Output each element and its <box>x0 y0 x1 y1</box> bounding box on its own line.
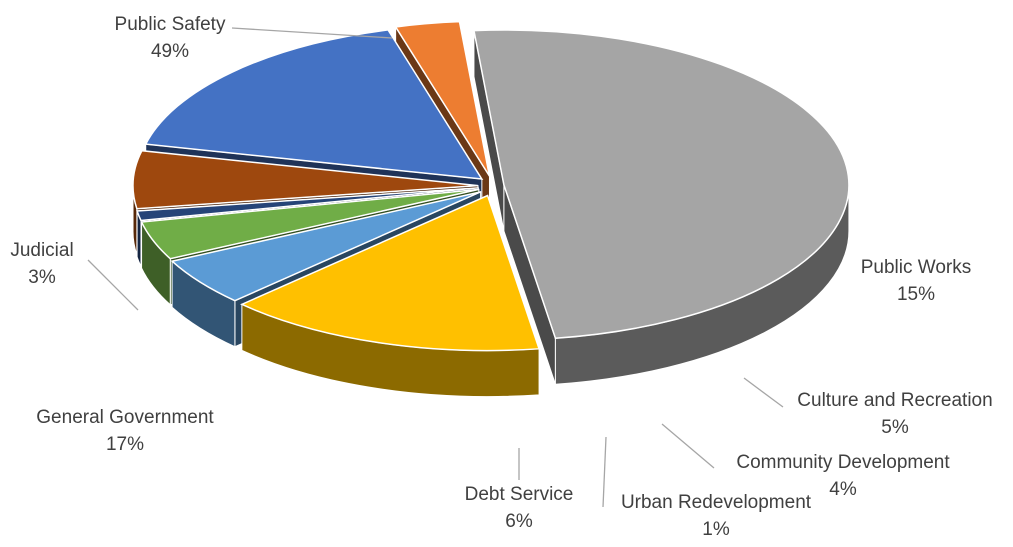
slice-value-public-safety: 49% <box>151 41 189 62</box>
leader-line-urban-redevelopment <box>602 436 607 508</box>
leader-line-public-safety <box>231 27 393 39</box>
slice-value-general-government: 17% <box>106 434 144 455</box>
slice-label-general-government: General Government <box>36 407 214 428</box>
leader-line-community-development <box>661 423 715 469</box>
slice-label-public-works: Public Works <box>861 257 972 278</box>
slice-label-debt-service: Debt Service <box>465 484 574 505</box>
slice-culture-and-recreation[interactable] <box>170 191 481 302</box>
slice-label-culture-and-recreation: Culture and Recreation <box>797 390 992 411</box>
slice-value-community-development: 4% <box>829 479 857 500</box>
slice-debt-service[interactable] <box>132 149 479 210</box>
slice-label-urban-redevelopment: Urban Redevelopment <box>621 492 812 513</box>
leader-lines-layer <box>87 27 784 508</box>
leader-line-culture-and-recreation <box>743 377 784 408</box>
slice-urban-redevelopment[interactable] <box>136 187 479 222</box>
slice-community-development[interactable] <box>140 188 479 260</box>
slice-label-public-safety: Public Safety <box>115 14 226 35</box>
slice-public-works[interactable] <box>240 194 541 352</box>
slice-label-community-development: Community Development <box>736 452 950 473</box>
slice-value-public-works: 15% <box>897 284 935 305</box>
slices-layer <box>132 20 850 398</box>
slice-value-culture-and-recreation: 5% <box>881 417 909 438</box>
leader-line-judicial <box>87 259 139 311</box>
slice-public-safety[interactable] <box>473 29 850 340</box>
slice-value-debt-service: 6% <box>505 511 533 532</box>
labels-layer: Public Safety 49% Public Works 15% Culture a… <box>10 14 992 540</box>
slice-label-judicial: Judicial <box>10 240 73 261</box>
slice-judicial[interactable] <box>394 20 491 177</box>
slice-value-urban-redevelopment: 1% <box>702 519 730 540</box>
slice-value-judicial: 3% <box>28 267 56 288</box>
